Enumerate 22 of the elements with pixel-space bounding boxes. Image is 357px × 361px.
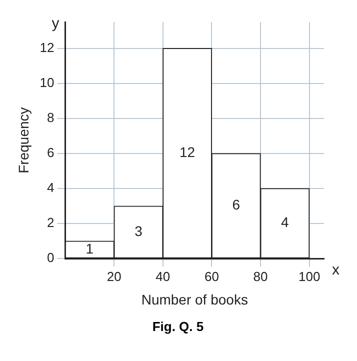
y-tick-label: 0 (47, 250, 54, 266)
data-label: 6 (232, 196, 240, 213)
x-tick-label: 100 (298, 268, 320, 284)
x-tick-label: 20 (106, 268, 122, 284)
data-label: 4 (281, 214, 290, 230)
data-label: 12 (180, 144, 196, 160)
y-tick-label: 6 (47, 145, 54, 160)
x-axis-title: Number of books (141, 291, 248, 308)
x-tick-label: 40 (156, 268, 170, 284)
data-label: 1 (86, 240, 94, 256)
data-label: 3 (134, 222, 143, 239)
text: x (332, 262, 340, 279)
y-tick-label: 2 (47, 215, 54, 230)
y-axis-title: Frequency (15, 107, 32, 174)
x-tick-label: 80 (253, 268, 268, 284)
y-tick-label: 8 (47, 110, 54, 125)
y-tick-label: 4 (47, 180, 54, 196)
text: y (52, 15, 60, 32)
y-tick-label: 10 (40, 74, 54, 90)
x-tick-label: 60 (204, 268, 219, 284)
y-tick-label: 12 (40, 40, 54, 55)
text: Fig. Q. 5 (151, 319, 205, 334)
